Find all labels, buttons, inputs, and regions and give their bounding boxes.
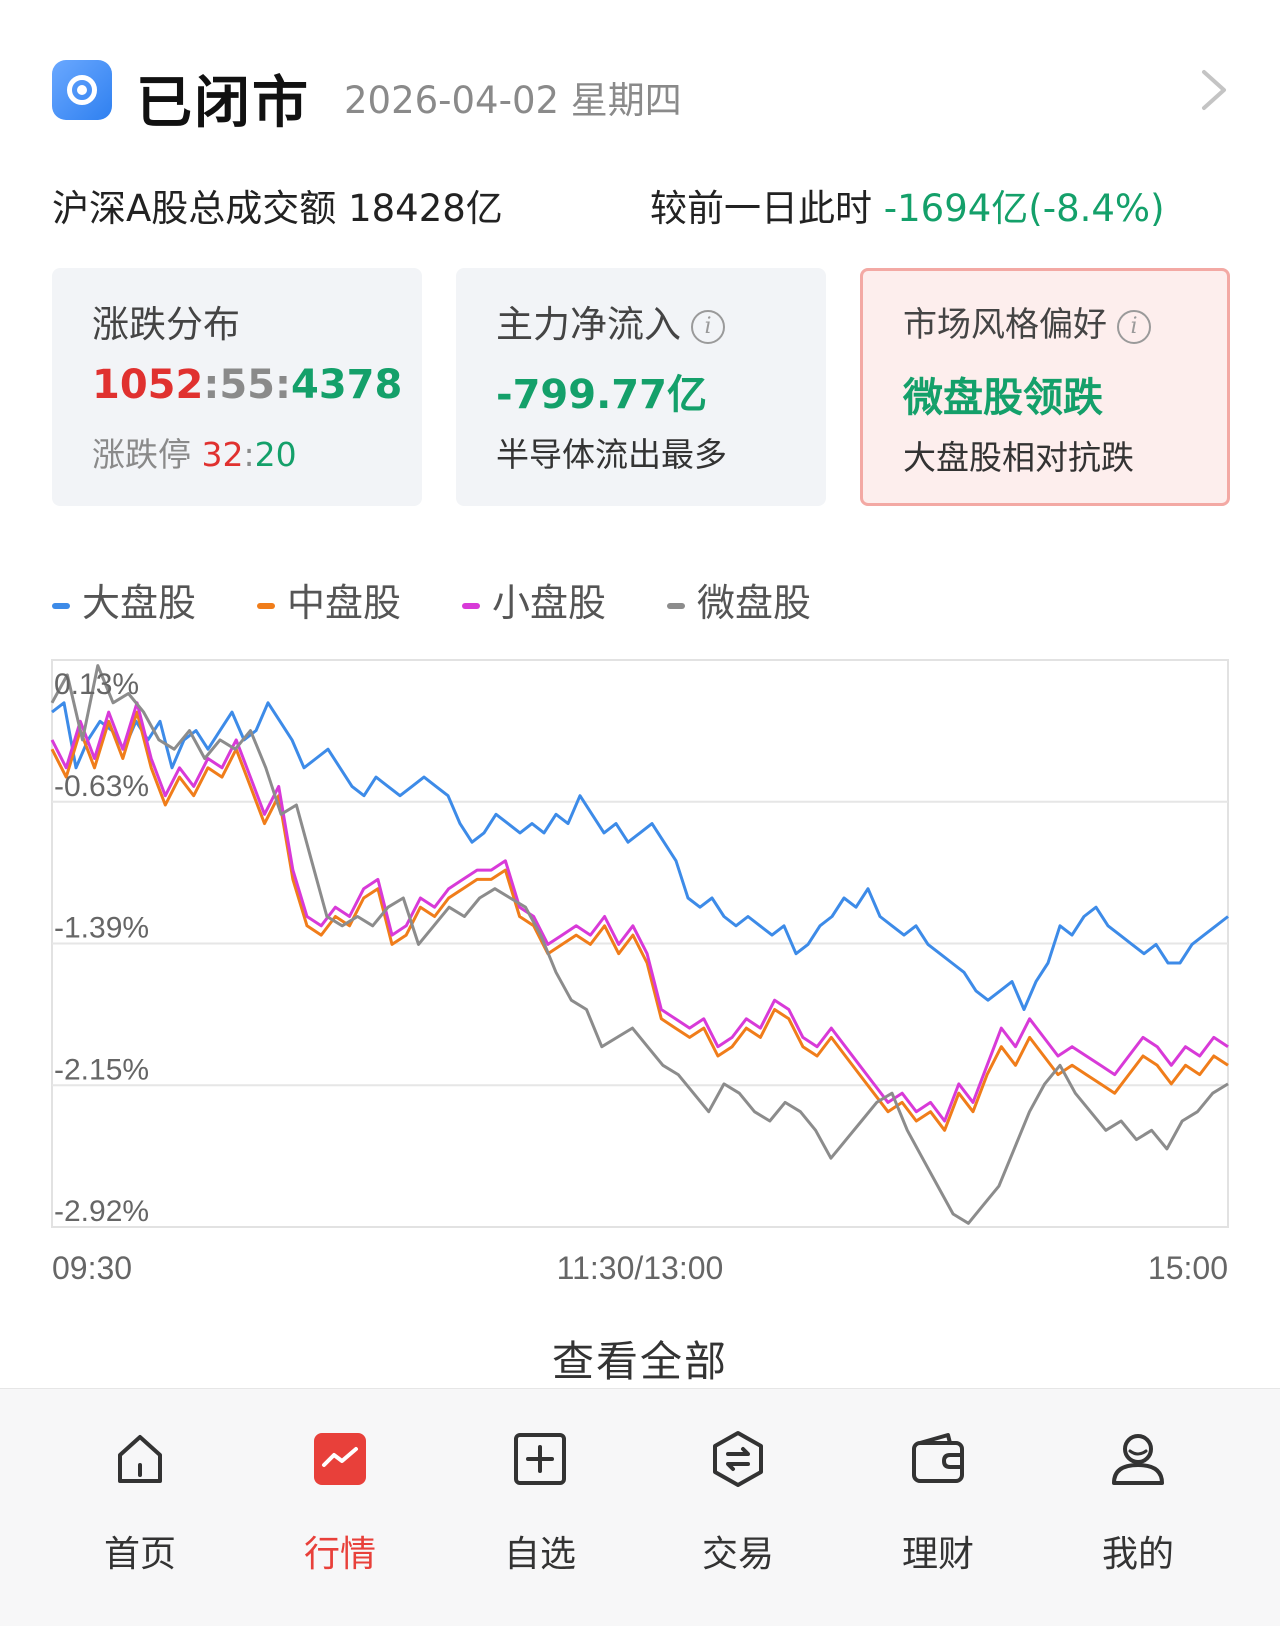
separator: : bbox=[275, 362, 291, 408]
home-icon bbox=[118, 1435, 162, 1483]
tab-label: 首页 bbox=[103, 1534, 176, 1575]
distribution-value: 1052:55:4378 bbox=[92, 362, 402, 408]
tab-wealth[interactable]: 理财 bbox=[838, 1429, 1038, 1589]
x-tick-label: 11:30/13:00 bbox=[557, 1250, 724, 1280]
tab-label: 我的 bbox=[1101, 1534, 1174, 1575]
limit-up-count: 32 bbox=[201, 435, 244, 474]
legend-swatch bbox=[257, 602, 275, 609]
turnover-total: 沪深A股总成交额 18428亿 bbox=[52, 178, 503, 232]
separator: : bbox=[203, 362, 220, 408]
limit-row: 涨跌停 32:20 bbox=[92, 428, 297, 476]
tab-watchlist[interactable]: 自选 bbox=[440, 1429, 640, 1589]
info-icon[interactable]: i bbox=[1117, 309, 1151, 344]
legend-label: 中盘股 bbox=[287, 581, 402, 625]
limit-label: 涨跌停 bbox=[92, 435, 191, 474]
series-line bbox=[50, 664, 1229, 1225]
y-tick-label: 0.13% bbox=[54, 668, 139, 701]
wallet-icon bbox=[912, 1433, 964, 1483]
y-tick-label: -2.15% bbox=[54, 1053, 149, 1086]
main-flow-title-text: 主力净流入 bbox=[496, 303, 681, 346]
tab-mine[interactable]: 我的 bbox=[1038, 1429, 1238, 1589]
main-flow-card[interactable]: 主力净流入 i -799.77亿 半导体流出最多 bbox=[456, 268, 826, 506]
legend-item[interactable]: 大盘股 bbox=[52, 572, 196, 627]
legend-swatch bbox=[667, 602, 685, 609]
series-line bbox=[50, 710, 1229, 1132]
x-tick-label: 15:00 bbox=[1148, 1250, 1228, 1280]
market-style-sub: 大盘股相对抗跌 bbox=[903, 438, 1134, 477]
chevron-right-icon[interactable] bbox=[1196, 66, 1232, 114]
market-style-card[interactable]: 市场风格偏好 i 微盘股领跌 大盘股相对抗跌 bbox=[860, 268, 1230, 506]
intraday-chart: 0.13% -0.63% -1.39% -2.15% -2.92% 09:30 11:30/… bbox=[0, 640, 1280, 1280]
bottom-tab-bar: 首页 行情 自选 交易 理财 bbox=[0, 1388, 1280, 1626]
tab-label: 理财 bbox=[901, 1534, 974, 1575]
legend-swatch bbox=[462, 602, 480, 609]
up-count: 1052 bbox=[92, 362, 204, 408]
view-all-link[interactable]: 查看全部 bbox=[551, 1337, 728, 1386]
turnover-value: 18428亿 bbox=[348, 187, 503, 230]
legend-label: 微盘股 bbox=[697, 581, 812, 625]
market-style-title: 市场风格偏好 i bbox=[903, 297, 1151, 346]
info-icon[interactable]: i bbox=[691, 309, 725, 344]
tab-market[interactable]: 行情 bbox=[240, 1429, 440, 1589]
tab-label: 自选 bbox=[503, 1534, 576, 1575]
turnover-row: 沪深A股总成交额 18428亿 较前一日此时 -1694亿(-8.4%) bbox=[52, 178, 1252, 230]
y-tick-label: -1.39% bbox=[54, 912, 149, 945]
chart-svg: 0.13% -0.63% -1.39% -2.15% -2.92% 09:30 11:30/… bbox=[50, 659, 1229, 1280]
add-watchlist-icon bbox=[514, 1433, 566, 1485]
separator: : bbox=[243, 435, 255, 474]
x-tick-label: 09:30 bbox=[52, 1250, 132, 1280]
tab-trade[interactable]: 交易 bbox=[638, 1429, 838, 1589]
main-flow-title: 主力净流入 i bbox=[496, 294, 725, 348]
distribution-title: 涨跌分布 bbox=[92, 303, 240, 346]
series-line bbox=[50, 701, 1229, 1123]
turnover-label: 沪深A股总成交额 bbox=[52, 187, 337, 230]
legend-item[interactable]: 中盘股 bbox=[257, 572, 401, 627]
y-tick-label: -2.92% bbox=[54, 1195, 149, 1228]
market-style-title-text: 市场风格偏好 bbox=[903, 305, 1107, 345]
tab-home[interactable]: 首页 bbox=[40, 1429, 240, 1589]
main-flow-value: -799.77亿 bbox=[496, 372, 707, 418]
turnover-compare: 较前一日此时 -1694亿(-8.4%) bbox=[650, 178, 1165, 232]
legend-label: 大盘股 bbox=[82, 581, 197, 625]
distribution-card[interactable]: 涨跌分布 1052:55:4378 涨跌停 32:20 bbox=[52, 268, 422, 506]
trade-icon bbox=[713, 1431, 763, 1487]
flat-count: 55 bbox=[219, 362, 275, 408]
tab-label: 交易 bbox=[701, 1534, 774, 1575]
turnover-compare-label: 较前一日此时 bbox=[650, 187, 872, 230]
legend-swatch bbox=[52, 602, 70, 609]
market-style-value: 微盘股领跌 bbox=[903, 375, 1103, 421]
limit-down-count: 20 bbox=[254, 435, 297, 474]
chart-legend: 大盘股 中盘股 小盘股 微盘股 bbox=[52, 572, 1252, 628]
main-flow-sub: 半导体流出最多 bbox=[496, 435, 727, 474]
down-count: 4378 bbox=[291, 362, 403, 408]
market-icon bbox=[314, 1433, 366, 1485]
y-tick-label: -0.63% bbox=[54, 770, 149, 803]
series-line bbox=[51, 701, 1229, 1011]
market-status-title: 已闭市 bbox=[136, 71, 310, 136]
date-text: 2026-04-02 星期四 bbox=[344, 79, 682, 122]
tab-label: 行情 bbox=[303, 1534, 376, 1575]
market-status-icon bbox=[52, 60, 112, 120]
turnover-compare-value: -1694亿(-8.4%) bbox=[883, 187, 1165, 230]
legend-label: 小盘股 bbox=[492, 581, 607, 625]
legend-item[interactable]: 微盘股 bbox=[667, 572, 811, 627]
legend-item[interactable]: 小盘股 bbox=[462, 572, 606, 627]
user-icon bbox=[1112, 1434, 1164, 1485]
header: 已闭市 2026-04-02 星期四 bbox=[0, 0, 1280, 180]
